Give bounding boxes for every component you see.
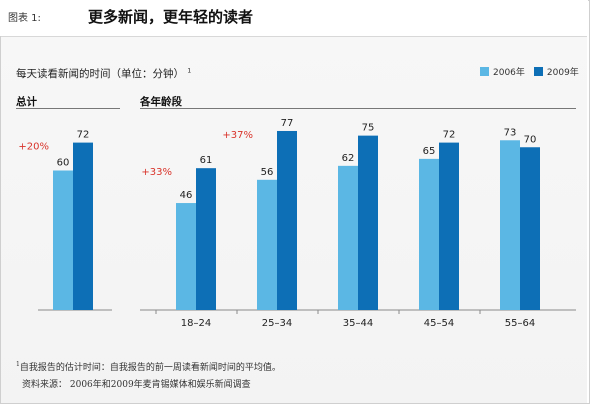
bar-45–54-2006年 [419,158,439,310]
category-label-18–24: 18–24 [181,318,211,329]
bar-35–44-2009年 [358,135,378,310]
data-label-total-2006年: 60 [57,158,70,169]
data-label-25–34-2009年: 77 [281,118,294,129]
data-label-18–24-2009年: 61 [200,155,213,166]
data-label-55–64-2006年: 73 [504,127,517,138]
bar-18–24-2009年 [196,168,216,310]
legend-swatch-2006 [480,67,489,76]
chart-subtitle: 每天读看新闻的时间（单位：分钟） 1 [16,66,191,81]
chart-subtitle-text: 每天读看新闻的时间（单位：分钟） [16,68,184,80]
bar-25–34-2009年 [277,130,297,310]
data-label-55–64-2009年: 70 [524,134,537,145]
subtitle-footnote-marker: 1 [187,67,192,75]
footnote-1: 1自我报告的估计时间：自我报告的前一周读看新闻时间的平均值。 [16,360,281,373]
legend-item-2006: 2006年 [480,65,525,78]
footnote-source-text: 资料来源： 2006年和2009年麦肯锡媒体和娱乐新闻调查 [22,380,251,390]
figure-title: 更多新闻，更年轻的读者 [88,8,254,26]
panel-rule-total [16,108,120,109]
bar-total-2009年 [73,142,93,310]
footnote-source: 资料来源： 2006年和2009年麦肯锡媒体和娱乐新闻调查 [22,377,251,390]
data-label-35–44-2006年: 62 [342,153,355,164]
bar-total-2006年 [53,170,73,310]
footnote-1-marker: 1 [16,361,20,368]
data-label-35–44-2009年: 75 [362,123,375,134]
bar-35–44-2006年 [338,165,358,310]
panel-heading-age: 各年龄段 [140,96,182,108]
panel-rule-age [140,108,576,109]
chart-legend: 2006年 2009年 [480,65,588,78]
panel-heading-total: 总计 [16,96,37,108]
data-label-45–54-2009年: 72 [443,130,456,141]
figure-title-bar: 图表 1: 更多新闻，更年轻的读者 [0,0,588,36]
bar-25–34-2006年 [257,179,277,310]
category-label-25–34: 25–34 [262,318,292,329]
bar-18–24-2006年 [176,203,196,310]
data-label-45–54-2006年: 65 [423,146,436,157]
change-label-18–24: +33% [141,167,172,178]
footnote-1-text: 自我报告的估计时间：自我报告的前一周读看新闻时间的平均值。 [19,363,281,373]
category-label-55–64: 55–64 [505,318,535,329]
legend-label-2009: 2009年 [546,68,579,78]
legend-label-2006: 2006年 [493,68,525,78]
bar-55–64-2009年 [520,147,540,310]
figure-label: 图表 1: [8,13,41,24]
legend-item-2009: 2009年 [533,65,579,78]
category-label-45–54: 45–54 [424,318,454,329]
bar-45–54-2009年 [439,142,459,310]
change-label-25–34: +37% [222,130,253,141]
change-label-total: +20% [18,142,49,153]
bar-55–64-2006年 [500,140,520,310]
data-label-25–34-2006年: 56 [261,167,274,178]
legend-swatch-2009 [533,67,543,76]
data-label-total-2009年: 72 [77,130,90,141]
data-label-18–24-2006年: 46 [180,190,193,201]
category-label-35–44: 35–44 [343,318,373,329]
